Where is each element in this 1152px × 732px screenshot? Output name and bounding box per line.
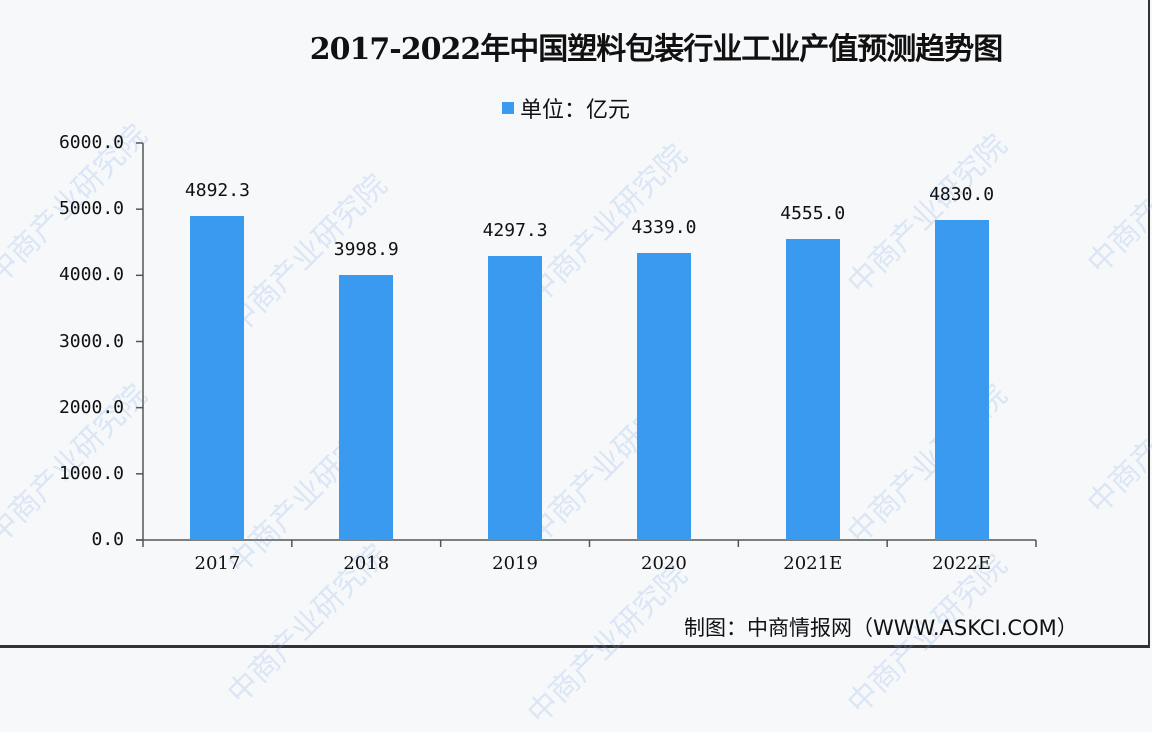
x-tick-label: 2018: [343, 553, 390, 574]
bar-2017: [190, 216, 245, 540]
y-tick-label: 6000.0: [58, 132, 124, 153]
x-tick-label: 2017: [194, 553, 241, 574]
bar-value-label: 4339.0: [631, 216, 697, 238]
x-axis-ticks: [142, 540, 1037, 547]
bar-2020: [636, 252, 691, 540]
bar-value-label: 4555.0: [780, 202, 846, 224]
y-axis-ticks: [136, 142, 143, 541]
bar-2022E: [934, 220, 989, 540]
bar-2018: [339, 275, 394, 540]
x-tick-label: 2019: [492, 553, 538, 574]
y-tick-label: 5000.0: [58, 198, 124, 220]
chart-title: 2017-2022年中国塑料包装行业工业产值预测趋势图: [309, 32, 1003, 67]
chart-frame: [0, 0, 1150, 648]
bar-value-label: 3998.9: [333, 239, 399, 261]
bar-value-label: 4892.3: [184, 180, 250, 202]
legend-swatch-icon: [502, 102, 514, 114]
source-note: 制图：中商情报网（WWW.ASKCI.COM）: [684, 616, 1078, 640]
x-tick-label: 2022E: [932, 553, 992, 574]
plot-area: [136, 142, 1037, 547]
bar-2021E: [785, 238, 840, 540]
x-tick-label: 2020: [641, 553, 687, 574]
y-tick-label: 4000.0: [58, 264, 124, 286]
bar-value-label: 4297.3: [482, 219, 548, 241]
y-tick-label: 1000.0: [58, 462, 124, 484]
y-tick-label: 2000.0: [58, 396, 124, 418]
bar-value-label: 4830.0: [929, 184, 995, 206]
legend-label: 单位：亿元: [520, 98, 631, 123]
y-tick-label: 3000.0: [58, 330, 124, 352]
bar-2019: [488, 255, 543, 540]
legend: 单位：亿元: [502, 92, 630, 124]
y-tick-label: 0.0: [91, 529, 124, 550]
x-tick-label: 2021E: [783, 553, 843, 574]
